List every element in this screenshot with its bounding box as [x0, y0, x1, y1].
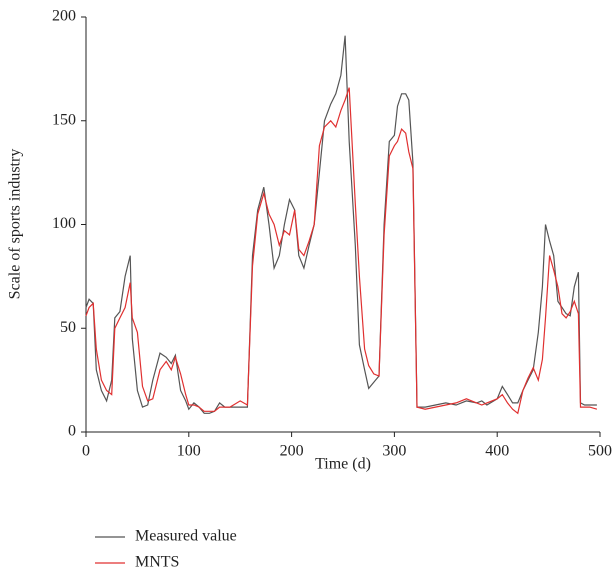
- legend-label: Measured value: [135, 528, 237, 545]
- x-axis-label: Time (d): [315, 456, 371, 473]
- series-line: [85, 35, 597, 414]
- x-tick-label: 400: [485, 443, 509, 460]
- y-tick-label: 100: [52, 215, 76, 232]
- y-tick-label: 50: [60, 319, 76, 336]
- y-tick-label: 0: [68, 423, 76, 440]
- x-tick-label: 300: [382, 443, 406, 460]
- y-tick-label: 150: [52, 111, 76, 128]
- x-tick-label: 500: [588, 443, 612, 460]
- x-tick-label: 100: [177, 443, 201, 460]
- series-line: [85, 87, 598, 415]
- y-tick-label: 200: [52, 8, 76, 25]
- y-axis-label: Scale of sports industry: [7, 149, 24, 300]
- x-tick-label: 0: [82, 443, 90, 460]
- x-tick-label: 200: [280, 443, 304, 460]
- legend-label: MNTS: [135, 554, 179, 571]
